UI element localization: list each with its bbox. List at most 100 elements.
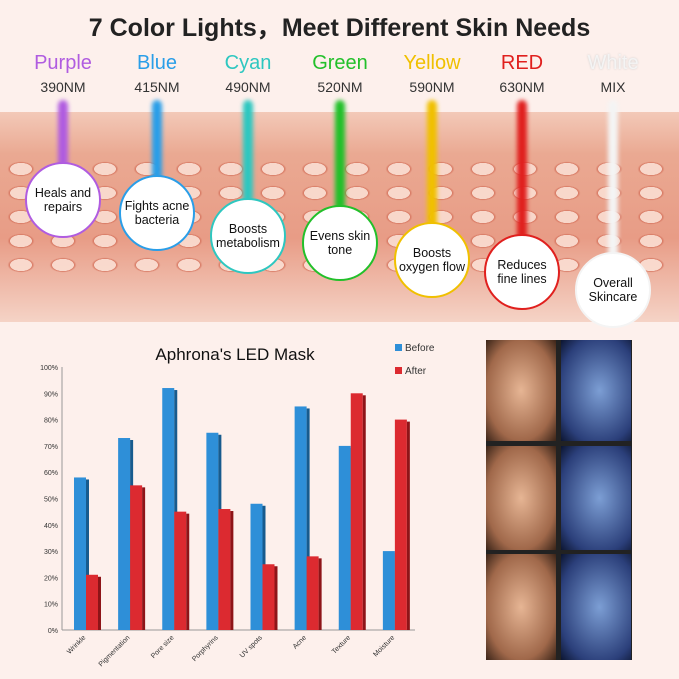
y-tick-label: 100% bbox=[40, 365, 58, 372]
legend-swatch bbox=[395, 344, 402, 351]
before-after-photos bbox=[486, 340, 632, 660]
light-beam bbox=[427, 100, 437, 230]
light-beam bbox=[243, 100, 253, 206]
bar-after-pigmentation bbox=[130, 485, 143, 630]
benefit-circle: Heals and repairs bbox=[25, 162, 101, 238]
bar-after-wrinkle bbox=[86, 574, 98, 630]
legend-label: After bbox=[405, 366, 427, 377]
light-wavelength: 520NM bbox=[317, 79, 363, 95]
benefit-text: Evens skin tone bbox=[309, 229, 371, 257]
bar-side bbox=[362, 395, 366, 630]
light-wavelength: 490NM bbox=[225, 79, 271, 95]
face-photo bbox=[486, 446, 556, 550]
uv-scan-photo bbox=[561, 554, 631, 660]
y-tick-label: 60% bbox=[44, 470, 58, 477]
bar-side bbox=[306, 408, 310, 630]
benefit-circle: Fights acne bacteria bbox=[119, 175, 195, 251]
light-beam bbox=[608, 100, 618, 260]
y-tick-label: 50% bbox=[44, 497, 58, 504]
y-tick-label: 80% bbox=[44, 418, 58, 425]
uv-scan-photo bbox=[561, 340, 631, 441]
bar-side bbox=[318, 558, 322, 630]
legend-swatch bbox=[395, 367, 402, 374]
bar-before-uv-spots bbox=[250, 503, 263, 630]
y-tick-label: 30% bbox=[44, 549, 58, 556]
bar-side bbox=[174, 390, 178, 630]
bar-side bbox=[274, 566, 278, 630]
legend-label: Before bbox=[405, 343, 435, 354]
benefit-circle: Boosts metabolism bbox=[210, 198, 286, 274]
bar-side bbox=[142, 487, 146, 630]
bar-side bbox=[186, 513, 190, 630]
benefit-circle: Boosts oxygen flow bbox=[394, 222, 470, 298]
light-label-5: RED 630NM bbox=[472, 52, 572, 95]
benefit-text: Boosts oxygen flow bbox=[398, 246, 465, 274]
x-tick-label: Pigmentation bbox=[98, 634, 132, 668]
bar-chart: Aphrona's LED Mask 0% 10% 20% 30% 40% 50% 60% 70… bbox=[40, 343, 435, 668]
x-tick-label: UV spots bbox=[239, 634, 264, 659]
uv-scan-photo bbox=[561, 446, 631, 550]
bar-after-uv-spots bbox=[262, 564, 275, 630]
light-beam bbox=[335, 100, 345, 213]
bar-side bbox=[406, 421, 410, 630]
bar-side bbox=[98, 576, 101, 630]
light-label-2: Cyan 490NM bbox=[198, 52, 298, 95]
light-name: RED bbox=[500, 52, 544, 74]
light-label-1: Blue 415NM bbox=[107, 52, 207, 95]
light-name: Cyan bbox=[224, 52, 272, 74]
light-wavelength: 590NM bbox=[409, 79, 455, 95]
light-label-6: White MIX bbox=[563, 52, 663, 95]
benefit-text: Overall Skincare bbox=[588, 276, 638, 304]
x-tick-label: Wrinkle bbox=[66, 634, 87, 655]
light-wavelength: 415NM bbox=[134, 79, 180, 95]
y-tick-label: 20% bbox=[44, 575, 58, 582]
x-tick-label: Texture bbox=[331, 634, 352, 655]
light-wavelength: 630NM bbox=[499, 79, 545, 95]
y-tick-label: 10% bbox=[44, 602, 58, 609]
light-wavelength: MIX bbox=[600, 79, 626, 95]
bar-side bbox=[230, 511, 234, 630]
x-tick-label: Porphyrins bbox=[191, 634, 220, 663]
y-tick-label: 70% bbox=[44, 444, 58, 451]
benefit-circle: Reduces fine lines bbox=[484, 234, 560, 310]
page-title: 7 Color Lights，Meet Different Skin Needs bbox=[88, 14, 591, 42]
bar-after-acne bbox=[306, 556, 319, 630]
bar-after-moisture bbox=[394, 419, 407, 630]
benefit-text: Heals and repairs bbox=[34, 186, 92, 214]
bar-before-acne bbox=[294, 406, 307, 630]
chart-title: Aphrona's LED Mask bbox=[155, 345, 315, 364]
light-name: Blue bbox=[136, 52, 178, 74]
bar-after-texture bbox=[350, 393, 363, 630]
light-label-3: Green 520NM bbox=[290, 52, 390, 95]
light-name: Yellow bbox=[403, 52, 461, 74]
light-name: White bbox=[587, 52, 639, 74]
bar-before-texture bbox=[338, 445, 351, 630]
bar-before-porphyrins bbox=[206, 432, 219, 630]
benefit-text: Boosts metabolism bbox=[216, 222, 280, 250]
x-tick-label: Acne bbox=[292, 634, 308, 650]
light-beam bbox=[517, 100, 527, 242]
bar-after-pore-size bbox=[174, 511, 187, 630]
benefit-text: Reduces fine lines bbox=[497, 258, 547, 286]
x-tick-label: Moisture bbox=[372, 634, 396, 658]
bar-before-pore-size bbox=[162, 388, 175, 630]
benefit-circle: Overall Skincare bbox=[575, 252, 651, 328]
light-name: Green bbox=[312, 52, 368, 74]
bar-before-moisture bbox=[382, 551, 395, 630]
light-label-0: Purple 390NM bbox=[13, 52, 113, 95]
y-tick-label: 40% bbox=[44, 523, 58, 530]
benefit-text: Fights acne bacteria bbox=[124, 199, 190, 227]
y-tick-label: 0% bbox=[48, 628, 58, 635]
face-photo bbox=[486, 340, 556, 441]
light-name: Purple bbox=[34, 52, 92, 74]
benefit-circle: Evens skin tone bbox=[302, 205, 378, 281]
light-wavelength: 390NM bbox=[40, 79, 86, 95]
x-tick-label: Pore size bbox=[150, 634, 176, 660]
bar-side bbox=[86, 479, 89, 630]
bar-after-porphyrins bbox=[218, 509, 231, 630]
light-beam bbox=[152, 100, 162, 183]
light-beam bbox=[58, 100, 68, 170]
y-tick-label: 90% bbox=[44, 391, 58, 398]
bar-before-wrinkle bbox=[74, 477, 86, 630]
bar-before-pigmentation bbox=[118, 438, 131, 630]
